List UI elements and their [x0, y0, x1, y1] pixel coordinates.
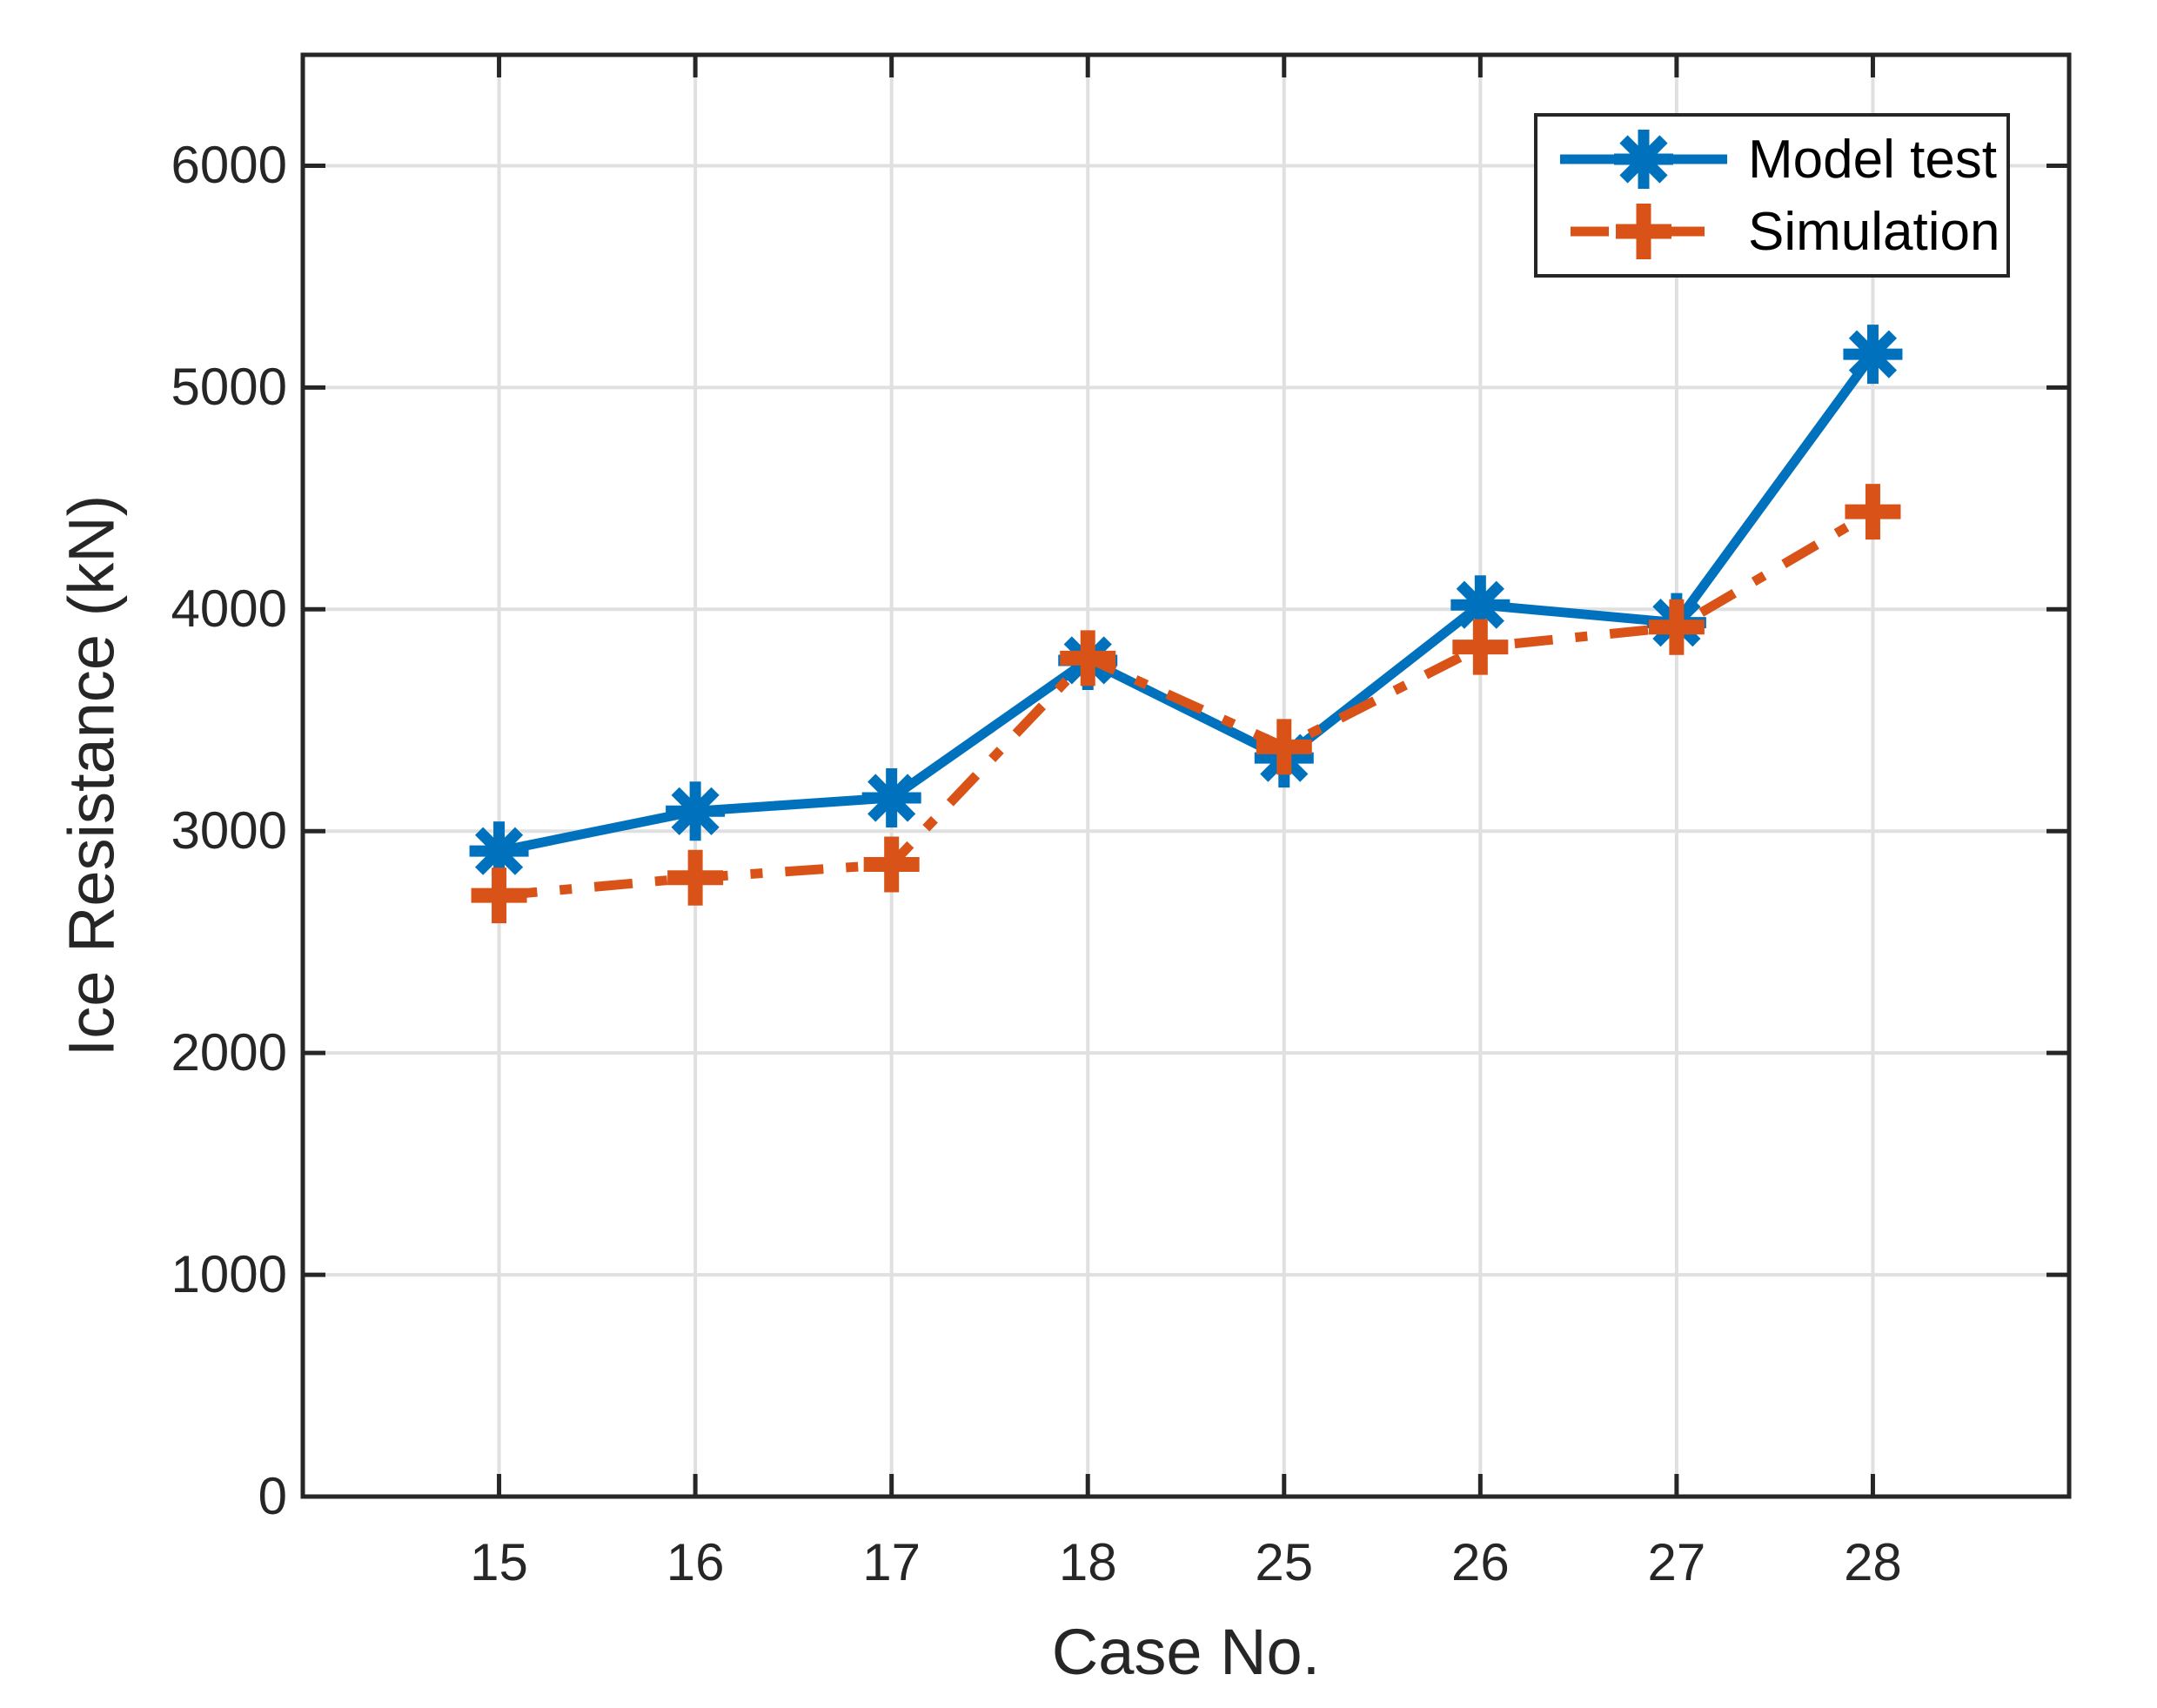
legend: Model test Simulation [1534, 113, 2010, 278]
y-tick-label: 6000 [171, 136, 287, 195]
y-axis-title-wrap: Ice Resistance (kN) [26, 55, 157, 1497]
x-tick-label: 28 [1844, 1533, 1902, 1591]
plus-marker [1616, 204, 1671, 259]
asterisk-marker [1614, 130, 1673, 189]
plus-marker [1060, 630, 1116, 687]
y-axis-title: Ice Resistance (kN) [55, 494, 128, 1057]
asterisk-marker [1843, 325, 1903, 385]
y-tick-label: 5000 [171, 358, 287, 417]
plus-marker [1452, 619, 1509, 675]
simulation-line-marker-icon [1560, 204, 1727, 259]
x-tick-label: 15 [470, 1533, 528, 1591]
x-tick-label: 27 [1647, 1533, 1706, 1591]
series-1 [471, 484, 1901, 924]
x-tick-label: 25 [1255, 1533, 1314, 1591]
plot-box [300, 52, 2072, 1499]
y-tick-label: 3000 [171, 801, 287, 861]
legend-label-simulation: Simulation [1748, 201, 2000, 262]
y-tick-label: 0 [258, 1467, 287, 1525]
plus-marker [471, 867, 527, 924]
x-tick-label: 26 [1450, 1533, 1510, 1591]
x-axis-title: Case No. [1051, 1616, 1321, 1688]
legend-label-model-test: Model test [1748, 129, 1998, 190]
plus-marker [1648, 599, 1705, 655]
x-tick-label: 18 [1058, 1533, 1117, 1591]
asterisk-marker [666, 781, 726, 841]
plus-marker [1256, 719, 1312, 775]
legend-entry-simulation: Simulation [1557, 197, 2000, 266]
plus-marker [863, 836, 920, 893]
x-tick-label: 16 [666, 1533, 725, 1591]
series-0 [469, 325, 1903, 881]
model-test-line-marker-icon [1560, 130, 1727, 189]
asterisk-marker [861, 767, 921, 827]
plus-marker [1845, 484, 1901, 540]
x-tick-label: 17 [862, 1533, 921, 1591]
legend-entry-model-test: Model test [1557, 124, 1998, 194]
y-tick-label: 2000 [171, 1023, 287, 1082]
y-tick-label: 1000 [171, 1245, 287, 1304]
plus-marker [667, 849, 724, 906]
series-line-1 [499, 507, 1876, 901]
series-line-0 [498, 351, 1877, 856]
y-tick-label: 4000 [171, 579, 287, 639]
